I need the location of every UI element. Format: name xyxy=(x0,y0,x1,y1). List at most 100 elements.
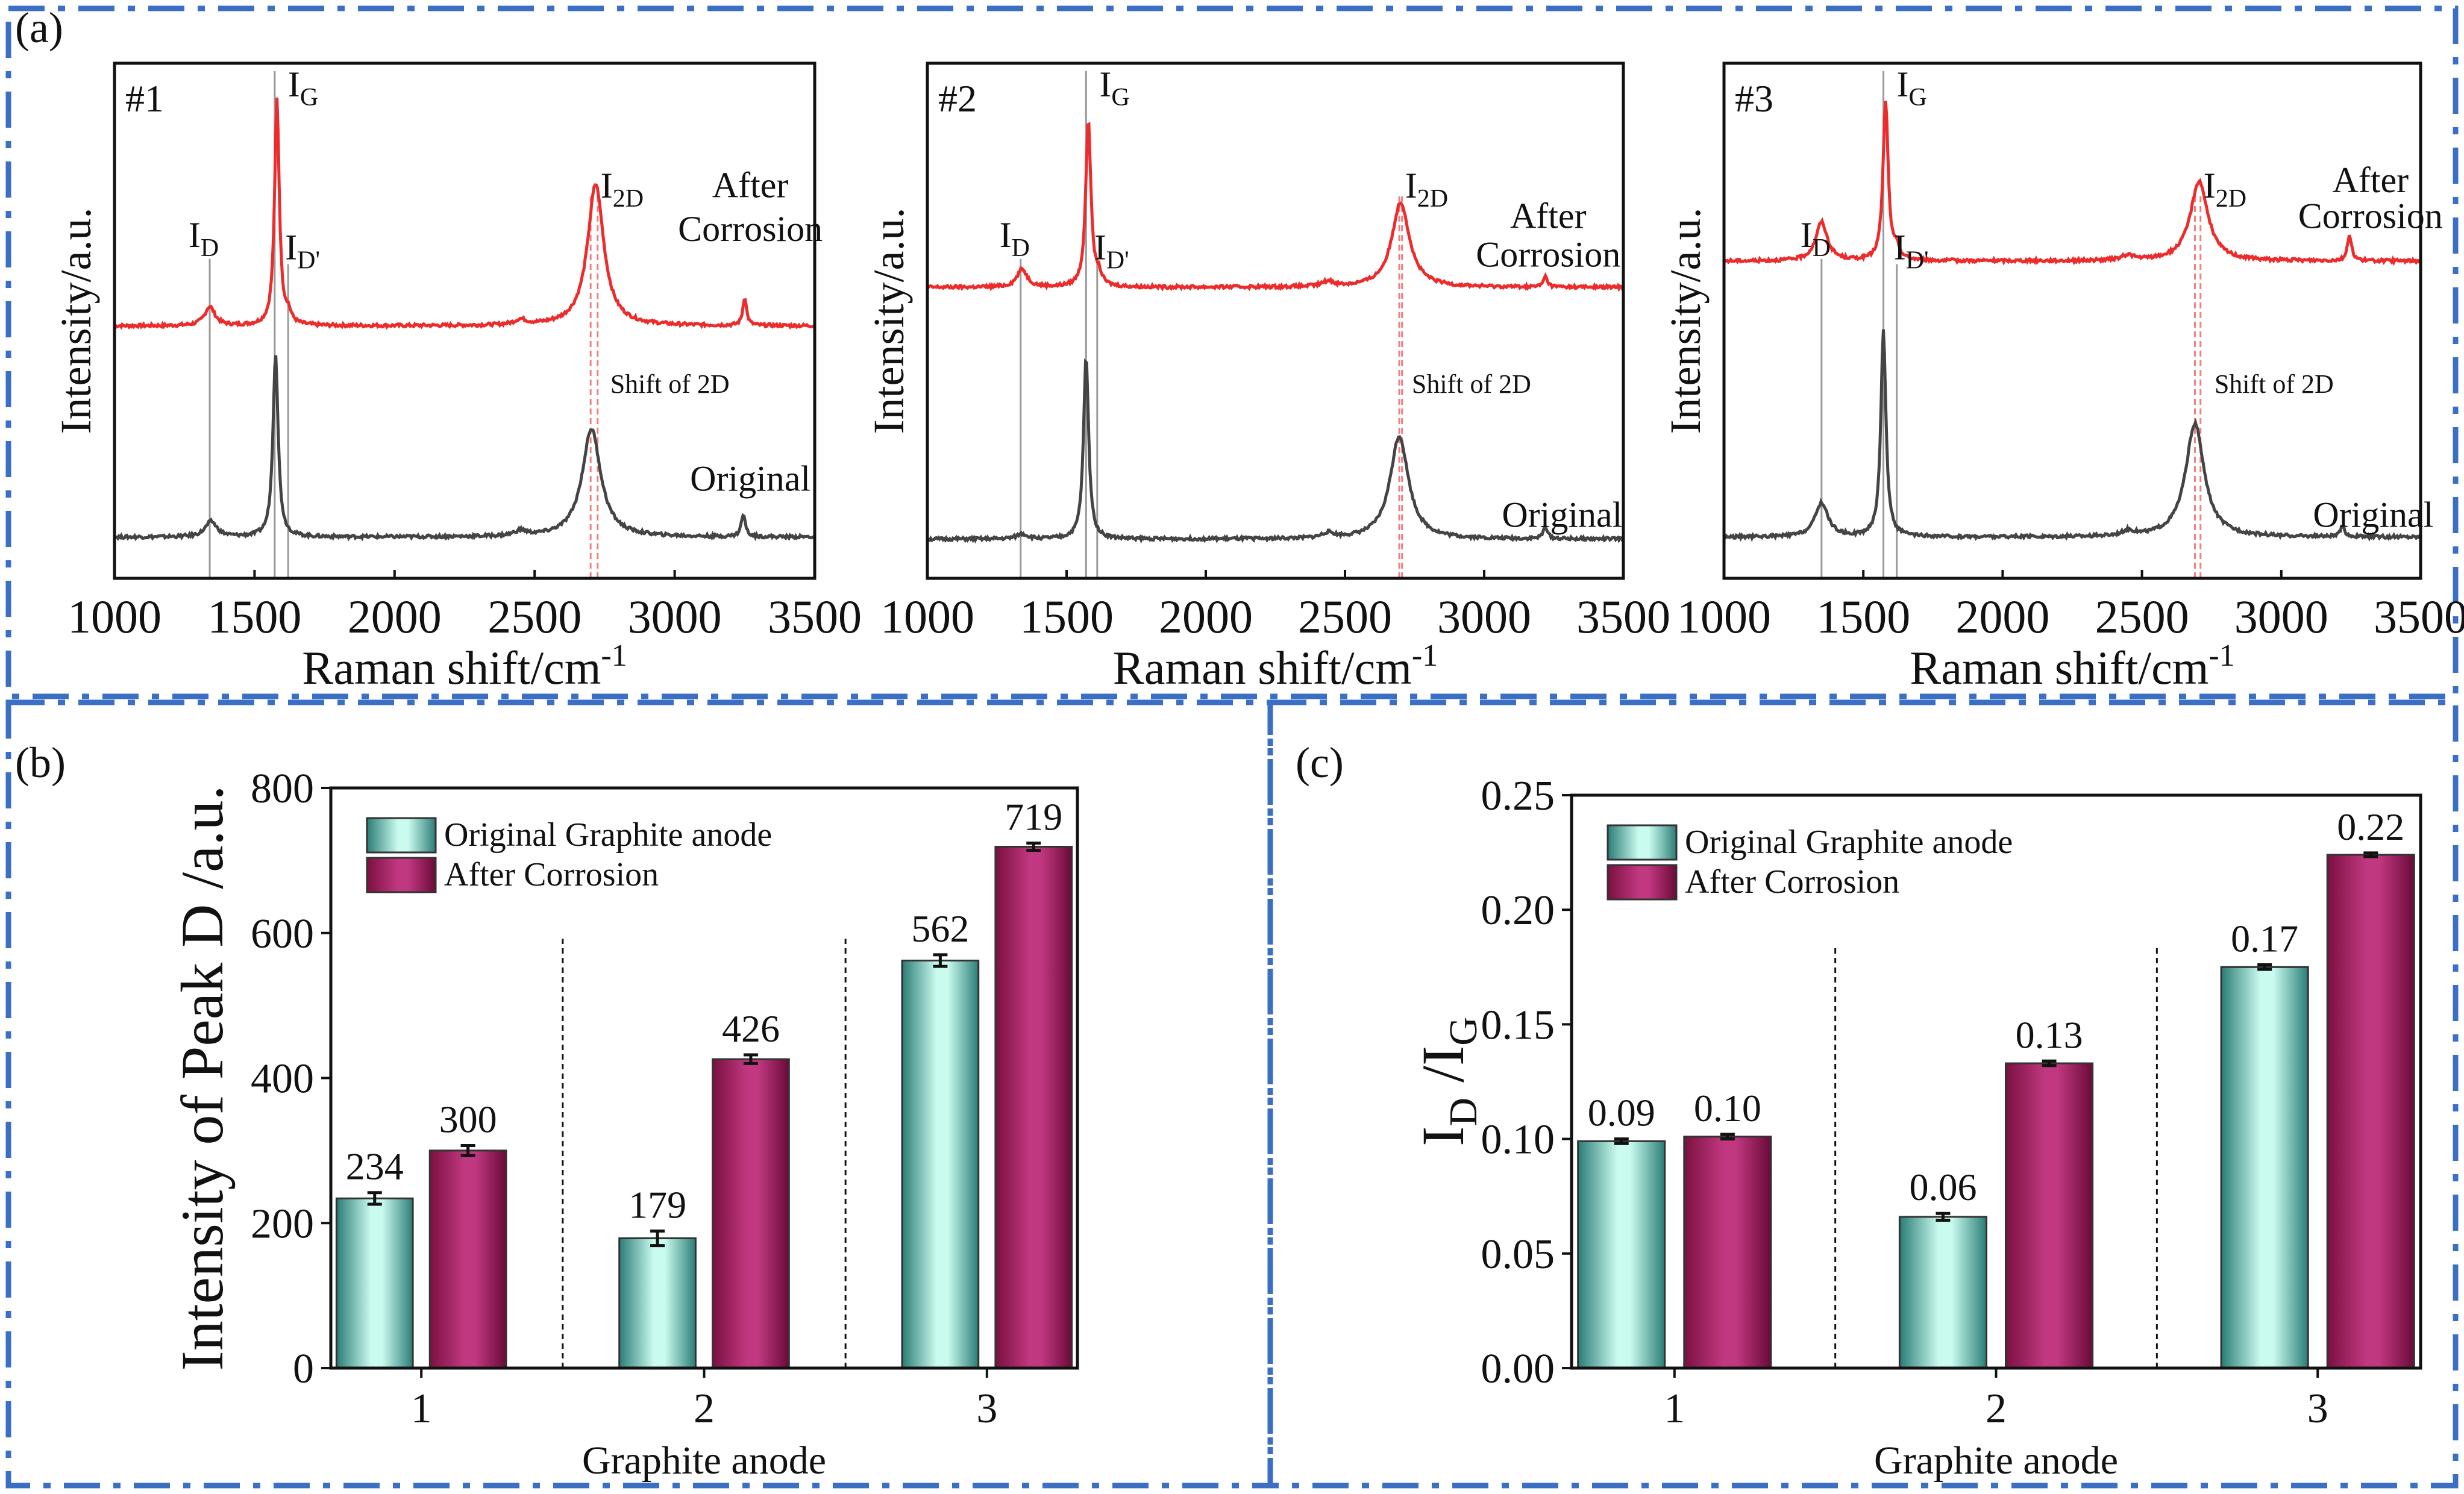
x-axis-title: Raman shift/cm-1 xyxy=(1113,639,1438,694)
y-tick-label: 800 xyxy=(251,766,314,812)
label-corrosion: Corrosion xyxy=(678,209,823,249)
legend-label: After Corrosion xyxy=(444,856,659,893)
panel-label-a: (a) xyxy=(15,4,63,52)
bar-original xyxy=(2220,966,2309,1369)
error-bar xyxy=(2042,1059,2057,1067)
y-axis-title: Intensity/a.u. xyxy=(52,208,100,434)
label-after: After xyxy=(1510,196,1587,236)
panel-c-border xyxy=(1267,699,2459,1489)
y-axis-title: Intensity of Peak D /a.u. xyxy=(169,785,236,1371)
peak-label-d: ID xyxy=(1801,215,1831,262)
error-bar xyxy=(2363,851,2378,858)
panel-borders xyxy=(5,5,2459,1489)
peak-label-d: ID xyxy=(1000,215,1030,262)
x-tick-label: 2 xyxy=(694,1386,715,1432)
raman-plot-1: 1000 1500 2000 2500 3000 3500 Raman shift/cm-1… xyxy=(52,61,862,694)
error-bar xyxy=(460,1143,475,1157)
bar-original xyxy=(1898,1216,1987,1369)
x-axis-title: Raman shift/cm-1 xyxy=(302,639,627,694)
bar-value-label: 0.09 xyxy=(1588,1092,1655,1134)
bar-value-label: 719 xyxy=(1005,795,1062,838)
bar-value-label: 179 xyxy=(629,1183,686,1226)
y-tick-label: 0.20 xyxy=(1481,887,1555,934)
x-axis-title: Raman shift/cm-1 xyxy=(1910,639,2234,694)
peak-label-d: ID xyxy=(189,215,219,262)
peak-label-g: IG xyxy=(288,64,318,111)
bar-value-label: 562 xyxy=(911,907,969,950)
bar-after-corrosion xyxy=(2005,1062,2094,1369)
label-after: After xyxy=(712,165,789,205)
legend-swatch-after-corrosion xyxy=(1607,864,1678,901)
legend-label: Original Graphite anode xyxy=(1685,824,2013,861)
plot-frame xyxy=(1722,61,2422,580)
panel-label-c: (c) xyxy=(1296,739,1344,787)
x-tick-label: 2000 xyxy=(1955,590,2049,643)
bar-after-corrosion xyxy=(994,846,1073,1369)
y-tick-label: 0.15 xyxy=(1481,1002,1555,1048)
bar-value-label: 0.22 xyxy=(2337,805,2404,848)
error-bar xyxy=(743,1053,758,1065)
label-corrosion: Corrosion xyxy=(2298,196,2443,236)
spectrum-after-corrosion xyxy=(114,98,815,330)
x-tick-label: 3 xyxy=(976,1386,997,1432)
spectrum-original xyxy=(927,358,1625,544)
x-tick-label: 1000 xyxy=(1677,590,1771,643)
x-tick-label: 3500 xyxy=(1576,590,1670,643)
peak-label-2d: I2D xyxy=(1405,166,1448,213)
peak-label-dprime: ID' xyxy=(285,227,320,274)
error-bar xyxy=(1026,841,1041,852)
bar-value-label: 0.10 xyxy=(1694,1087,1761,1130)
y-axis-title: Intensity/a.u. xyxy=(865,208,913,434)
x-axis-title: Graphite anode xyxy=(1874,1439,2118,1483)
bar-original xyxy=(335,1197,414,1369)
panel-label-b: (b) xyxy=(15,739,66,787)
error-bar xyxy=(1614,1137,1629,1145)
y-tick-label: 200 xyxy=(251,1201,314,1247)
sample-id: #2 xyxy=(938,77,977,120)
spectrum-after-corrosion xyxy=(1722,101,2422,266)
bar-value-label: 300 xyxy=(439,1098,497,1140)
bar-original xyxy=(901,959,980,1369)
legend-label: Original Graphite anode xyxy=(444,816,772,854)
spectrum-original xyxy=(113,355,815,542)
x-tick-label: 1500 xyxy=(1816,590,1910,643)
label-original: Original xyxy=(2313,495,2433,535)
bar-original xyxy=(1577,1140,1666,1369)
x-tick-label: 2500 xyxy=(487,590,582,643)
plot-frame xyxy=(113,61,817,580)
legend-swatch-after-corrosion xyxy=(366,857,437,893)
x-tick-label: 1500 xyxy=(1020,590,1114,643)
x-tick-label: 1 xyxy=(1664,1386,1685,1432)
y-axis-title: ID /IG xyxy=(1409,1017,1485,1146)
panel-b-border xyxy=(5,699,1273,1489)
error-bar xyxy=(367,1191,382,1206)
x-tick-label: 2000 xyxy=(1159,590,1253,643)
panel-a-border xyxy=(5,5,2459,699)
bar-value-label: 0.13 xyxy=(2016,1013,2083,1056)
x-tick-label: 3500 xyxy=(768,590,862,643)
plots: 1000 1500 2000 2500 3000 3500 Raman shift/cm-1… xyxy=(52,61,2464,1483)
label-after: After xyxy=(2332,160,2409,200)
x-axis-title: Graphite anode xyxy=(582,1439,826,1483)
legend-swatch-original xyxy=(1607,824,1678,861)
bar-original xyxy=(618,1237,697,1369)
raman-plot-2: 1000 1500 2000 2500 3000 3500 Raman shift/cm-1… xyxy=(865,61,1670,694)
label-shift-2d: Shift of 2D xyxy=(1412,369,1531,399)
bar-after-corrosion xyxy=(712,1058,790,1369)
legend-label: After Corrosion xyxy=(1685,863,1899,901)
bar-value-label: 234 xyxy=(346,1145,404,1188)
error-bar xyxy=(1936,1211,1951,1222)
y-axis-title: Intensity/a.u. xyxy=(1661,208,1710,434)
y-tick-label: 600 xyxy=(251,911,314,957)
y-tick-label: 0.05 xyxy=(1481,1231,1555,1278)
peak-label-dprime: ID' xyxy=(1894,227,1929,274)
label-corrosion: Corrosion xyxy=(1476,235,1620,275)
bar-after-corrosion xyxy=(428,1149,507,1369)
x-tick-label: 3000 xyxy=(2234,590,2328,643)
sample-id: #1 xyxy=(125,77,164,120)
peak-label-2d: I2D xyxy=(2204,166,2246,213)
bar-chart-b: 234 179 562 300 426 719 0 200 400 600 800 1 2 3 Graphi… xyxy=(169,766,1079,1483)
spectrum-original xyxy=(1723,329,2422,542)
label-original: Original xyxy=(690,459,810,499)
error-bar xyxy=(2257,963,2272,971)
